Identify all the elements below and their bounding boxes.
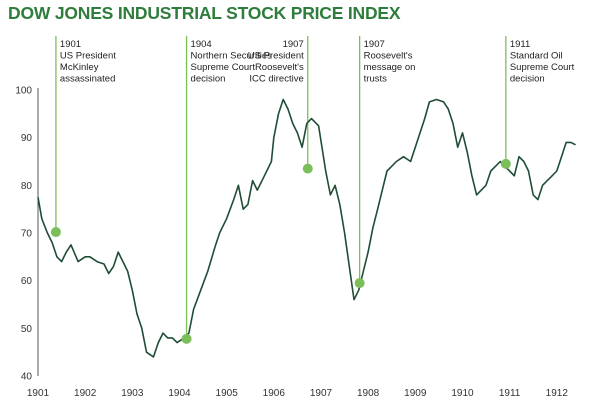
x-tick-labels: 1901 1902 1903 1904 1905 1906 1907 1908 1909 1910… [27,388,568,399]
x-tick-label: 1912 [546,388,569,399]
x-tick-label: 1910 [451,388,474,399]
x-tick-label: 1901 [27,388,50,399]
y-tick-label: 70 [21,229,33,240]
x-tick-label: 1907 [310,388,333,399]
x-tick-label: 1904 [168,388,191,399]
x-tick-label: 1902 [74,388,97,399]
y-tick-label: 80 [21,181,33,192]
y-tick-label: 60 [21,276,33,287]
event-marker [302,163,313,174]
x-tick-label: 1906 [263,388,286,399]
y-tick-label: 100 [15,86,32,97]
x-tick-label: 1908 [357,388,380,399]
x-tick-label: 1911 [499,388,521,399]
annotation-label: 1911 Standard Oil Supreme Court decision [510,39,575,85]
x-tick-label: 1905 [216,388,239,399]
x-tick-label: 1909 [404,388,427,399]
y-tick-label: 90 [21,133,33,144]
event-marker [50,227,61,238]
y-tick-label: 50 [21,324,33,335]
event-markers [50,158,511,344]
index-line [37,98,576,358]
annotation-label: 1904 Northern Securities Supreme Court deci… [191,39,273,85]
y-tick-label: 40 [21,372,33,383]
annotation-leaders [55,36,507,339]
annotation-labels: 1901 US President McKinley assassinated 1904… [60,39,575,85]
x-tick-label: 1903 [121,388,144,399]
event-marker [500,158,511,169]
event-marker [181,333,192,344]
annotation-label: 1901 US President McKinley assassinated [60,39,116,85]
event-marker [354,278,365,289]
annotation-label: 1907 Roosevelt's message on trusts [364,39,416,85]
annotation-label: 1907 US President Roosevelt's ICC directive [248,39,304,85]
chart-title: DOW JONES INDUSTRIAL STOCK PRICE INDEX [8,3,401,23]
y-tick-labels: 40 50 60 70 80 90 100 [15,86,32,383]
